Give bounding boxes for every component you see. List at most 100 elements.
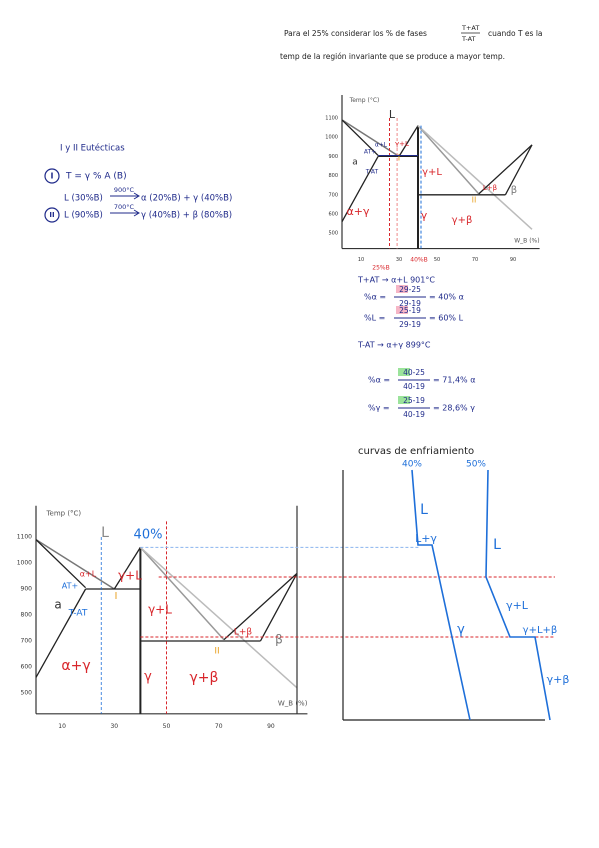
fraction-label: %α = — [364, 293, 386, 302]
cooling-curve — [411, 469, 471, 721]
region-label: II — [214, 647, 219, 657]
region-label: L+β — [483, 184, 497, 192]
x-tick-label: 70 — [472, 257, 478, 263]
phase-boundary — [35, 539, 87, 589]
y-tick-label: 1100 — [325, 116, 338, 122]
phase-boundary — [259, 573, 298, 642]
fraction-bottom: T-AT — [461, 35, 476, 43]
arrow — [133, 192, 140, 200]
fraction-label: %γ = — [368, 404, 390, 413]
region-label: L — [389, 108, 396, 121]
phase-boundary — [417, 125, 480, 195]
region-label: 40%B — [410, 257, 427, 264]
x-tick-label: 70 — [215, 723, 223, 730]
x-tick-label: 30 — [110, 723, 118, 730]
x-tick-label: 30 — [396, 257, 402, 263]
region-label: T-AT — [365, 169, 379, 176]
reactant: L (30%B) — [64, 194, 103, 204]
numerator: 25-19 — [403, 396, 425, 405]
cooling-title: curvas de enfriamiento — [358, 446, 474, 457]
curve-region-label: L+γ — [415, 532, 437, 545]
fraction-result: = 28,6% γ — [433, 404, 475, 413]
fraction-top: T+AT — [461, 24, 479, 32]
region-label: 25%B — [372, 265, 389, 272]
denominator: 40-19 — [403, 382, 425, 391]
region-label: T-AT — [68, 609, 88, 619]
phase-boundary — [341, 156, 379, 222]
note: Para el 25% considerar los % de fases — [284, 29, 427, 38]
region-label: I — [115, 591, 118, 602]
note: cuando T es la — [488, 29, 543, 38]
curve-label: 50% — [466, 460, 486, 470]
y-tick-label: 1100 — [17, 534, 32, 541]
fraction-result: = 40% α — [429, 293, 464, 302]
x-tick-label: 10 — [358, 257, 364, 263]
x-tick-label: 10 — [58, 723, 66, 730]
region-label: a — [352, 158, 358, 168]
y-tick-label: 500 — [21, 690, 33, 697]
region-label: γ — [421, 209, 428, 222]
reactant: L (90%B) — [64, 211, 103, 221]
temperature: 700°C — [114, 203, 135, 211]
highlight — [398, 368, 410, 376]
region-label: γ — [144, 670, 152, 685]
y-tick-label: 1000 — [325, 135, 338, 141]
curve-region-label: γ+β — [547, 673, 570, 686]
products: γ (40%B) + β (80%B) — [141, 211, 232, 221]
phase-boundary — [113, 547, 141, 590]
region-label: a — [54, 598, 61, 612]
numerator: 40-25 — [403, 368, 425, 377]
region-label: I — [398, 154, 401, 164]
region-label: α+L — [80, 570, 97, 579]
numerator: 29-25 — [399, 285, 421, 294]
calc-header: T-AT → α+γ 899°C — [357, 341, 431, 350]
fraction-label: %α = — [368, 376, 390, 385]
fraction-result: = 71,4% α — [433, 376, 475, 385]
x-axis-title: W_B (%) — [514, 237, 539, 244]
denominator: 29-19 — [399, 299, 421, 308]
marker-circle — [44, 207, 60, 223]
products: α (20%B) + γ (40%B) — [141, 194, 232, 204]
curve-label: 40% — [402, 460, 422, 470]
phase-boundary — [35, 588, 87, 678]
curve-region-label: γ+L+β — [523, 625, 558, 636]
phase-boundary — [139, 546, 225, 641]
note: temp de la región invariante que se prod… — [280, 52, 505, 61]
y-tick-label: 1000 — [17, 560, 32, 567]
reaction: T = γ % A (B) — [65, 172, 127, 182]
region-label: L — [101, 525, 109, 541]
y-tick-label: 500 — [328, 231, 338, 237]
curve-region-label: L — [493, 537, 501, 553]
marker: II — [49, 211, 54, 219]
phase-boundary — [341, 119, 379, 156]
region-label: γ+L — [395, 140, 409, 148]
region-label: AT+ — [364, 149, 376, 156]
x-tick-label: 90 — [267, 723, 275, 730]
region-label: γ+L — [148, 603, 172, 617]
region-label: α+γ — [347, 205, 370, 218]
region-label: γ+L — [422, 167, 442, 178]
x-tick-label: 50 — [434, 257, 440, 263]
region-label: γ+L — [118, 569, 142, 583]
y-tick-label: 900 — [328, 154, 338, 160]
region-label: AT+ — [62, 582, 78, 591]
y-tick-label: 700 — [328, 192, 338, 198]
numerator: 25-19 — [399, 306, 421, 315]
marker: I — [51, 172, 54, 181]
curve-region-label: γ+L — [506, 599, 529, 612]
y-tick-label: 700 — [21, 638, 33, 645]
x-axis-title: W_B (%) — [278, 699, 308, 707]
x-tick-label: 50 — [163, 723, 171, 730]
region-label: γ+β — [190, 670, 219, 686]
y-tick-label: 600 — [21, 664, 33, 671]
phase-boundary — [504, 144, 533, 196]
region-label: α+γ — [61, 658, 90, 674]
highlight — [396, 306, 408, 314]
region-label: α+L — [375, 142, 388, 149]
temperature: 900°C — [114, 186, 135, 194]
phase-boundary — [35, 538, 115, 590]
x-tick-label: 90 — [510, 257, 516, 263]
denominator: 29-19 — [399, 320, 421, 329]
